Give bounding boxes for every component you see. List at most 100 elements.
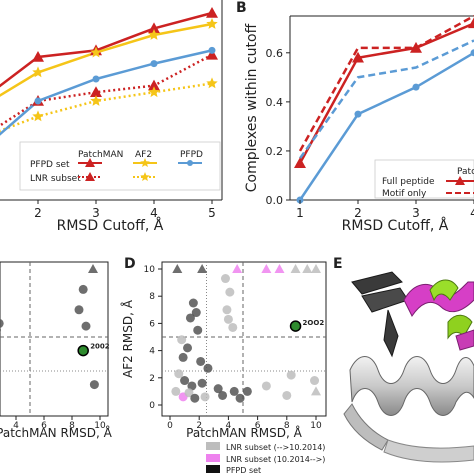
panel-d-point: [190, 393, 200, 403]
receptor-strand: [383, 439, 474, 463]
legend-col-patchman: PatchMAN: [78, 150, 123, 160]
panel-d-x-label: PatchMAN RMSD, Å: [186, 425, 302, 440]
panel-d-point: [232, 264, 243, 273]
peptide-segment-magenta: [455, 329, 474, 351]
dark-hairpin-strand-1: [351, 271, 403, 295]
legend-marker-triangle: [455, 176, 465, 185]
panel-a-point: [206, 48, 218, 60]
panel-b-y-tick-label: 0.4: [266, 96, 284, 109]
panel-c-x-tick-label: 6: [41, 421, 47, 431]
legend-marker-star: [140, 158, 150, 167]
panel-d-point: [177, 335, 187, 345]
panel-d-point: [203, 363, 213, 373]
panel-b-x-tick-label: 1: [296, 206, 304, 220]
panel-d-point: [286, 370, 296, 380]
panel-b-x-label: RMSD Cutoff, Å: [342, 217, 449, 234]
panel-c-point: [89, 380, 99, 390]
panel-d-point: [290, 264, 301, 273]
legend-swatch-lnr-new: [206, 454, 220, 462]
legend-row-lnr-subset: LNR subset: [30, 174, 81, 184]
panel-c-x-tick-label: 8: [69, 421, 75, 431]
panel-c-x-tick-label: 4: [13, 421, 19, 431]
panel-a-series-line: [0, 82, 213, 133]
panel-d-legend: LNR subset (-->10.2014) LNR subset (10.2…: [206, 442, 325, 474]
panel-a-x-tick-label: 4: [150, 206, 158, 220]
receptor-helix: [349, 356, 474, 416]
panel-a-point: [32, 66, 44, 78]
panel-a-x-tick-label: 3: [92, 206, 100, 220]
panel-d-frame: [161, 261, 327, 417]
panel-d-point: [180, 376, 190, 386]
dark-loop: [383, 309, 399, 358]
legend-marker-star: [140, 172, 150, 181]
panel-d-y-tick-label: 2: [149, 374, 155, 384]
panel-e-label: E: [333, 256, 343, 272]
panel-d-label: D: [124, 256, 136, 272]
panel-d-point: [191, 308, 201, 318]
panel-c-highlight-point: [77, 344, 89, 357]
panel-a-point: [32, 110, 44, 122]
panel-c-point: [78, 284, 88, 294]
panel-a-point: [150, 60, 158, 68]
legend-marker-circle: [187, 160, 193, 166]
legend-swatch-pfpd: [206, 465, 220, 473]
panel-d-y-tick-label: 10: [144, 265, 156, 275]
panel-d-y-tick-label: 8: [149, 292, 155, 302]
panel-a-series-line: [0, 22, 213, 97]
panel-d-point: [184, 388, 194, 398]
legend-col-af2: AF2: [135, 150, 152, 160]
panel-a-series-line: [0, 53, 213, 127]
panel-d-point: [197, 378, 207, 388]
panel-d-point: [228, 322, 238, 332]
panel-d-point: [242, 386, 252, 396]
panel-c-annotation: 2002: [90, 343, 110, 351]
panel-c-point: [74, 305, 84, 315]
receptor-helix-ribbon: [349, 356, 474, 416]
panel-d-y-label: AF2 RMSD, Å: [120, 299, 135, 378]
panel-d-x-tick-label: 10: [310, 421, 322, 431]
panel-d-point: [282, 390, 292, 400]
panel-e-structure-image: E: [333, 256, 474, 463]
legend-label-lnr-old: LNR subset (-->10.2014): [226, 443, 325, 452]
panel-d-point: [229, 386, 239, 396]
panel-c-x-tick-label: 10: [94, 421, 106, 431]
panel-d-x-tick-label: 0: [167, 421, 173, 431]
panel-b-series-line: [298, 51, 474, 201]
panel-d-highlight-point: [289, 320, 302, 332]
panel-d-point: [196, 356, 206, 366]
panel-d-chart: D 2OO2 0 2 4 6 8 10 0 2 4 6 8 10 AF2 RMSD, Å PatchM…: [120, 256, 327, 474]
legend-row-pfpd-set: PFPD set: [30, 160, 70, 170]
panel-a-point: [148, 86, 160, 98]
panel-d-point: [183, 343, 193, 353]
panel-d-point: [310, 376, 320, 386]
panel-d-point: [188, 298, 198, 308]
panel-c-point: [81, 321, 91, 331]
panel-d-point: [174, 369, 184, 379]
panel-c-point: [0, 327, 1, 333]
panel-d-point: [225, 287, 235, 297]
panel-b-label: B: [236, 0, 247, 16]
panel-b-point: [354, 110, 362, 118]
panel-a-point: [148, 29, 160, 40]
panel-b-point: [412, 83, 420, 91]
panel-d-point: [220, 274, 230, 284]
panel-b-point: [410, 41, 422, 53]
panel-b-y-tick-label: 0.0: [266, 194, 284, 207]
panel-d-point: [261, 264, 272, 273]
peptide-helix-green: [429, 279, 459, 302]
panel-a-legend-box: [19, 141, 221, 191]
panel-d-point: [172, 264, 183, 273]
panel-b-x-tick-label: 4: [470, 206, 474, 220]
panel-d-x-tick-label: 6: [255, 421, 261, 431]
panel-d-point: [235, 393, 245, 403]
panel-a-point: [90, 95, 102, 106]
panel-b-point: [352, 51, 364, 63]
panel-a-x-tick-label: 5: [208, 206, 216, 220]
panel-d-point: [171, 386, 181, 396]
panel-a-point: [148, 79, 160, 91]
panel-b-point: [470, 49, 474, 57]
panel-d-y-tick-label: 6: [149, 319, 155, 329]
panel-a-point: [206, 77, 218, 89]
panel-d-point: [178, 352, 188, 362]
panel-c-frame: [0, 261, 109, 417]
